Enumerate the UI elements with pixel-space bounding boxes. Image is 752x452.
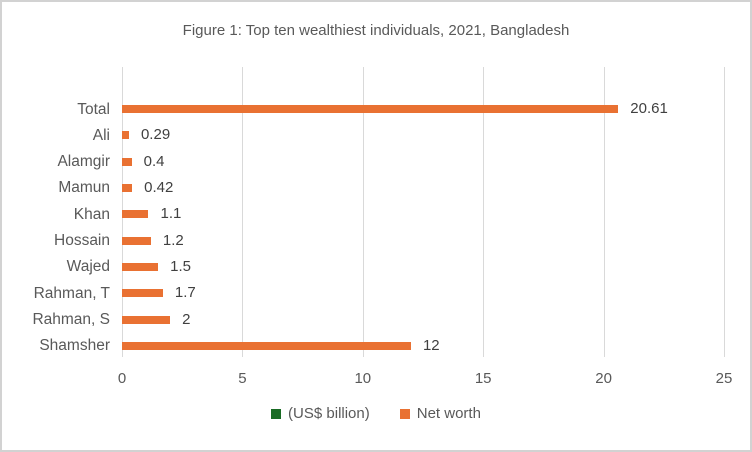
bar-rahman-s [122, 315, 171, 324]
gridline [603, 67, 605, 357]
x-tick-label: 20 [595, 370, 612, 387]
legend-label: (US$ billion) [288, 405, 370, 422]
category-label: Rahman, T [33, 284, 110, 302]
legend-swatch-icon [399, 408, 410, 419]
bar-wajed [122, 262, 159, 271]
category-label: Rahman, S [32, 311, 110, 329]
gridline [724, 67, 725, 357]
legend-label: Net worth [416, 405, 481, 422]
category-label: Khan [73, 205, 110, 223]
bar-alamgir [122, 157, 132, 166]
x-tick-label: 15 [474, 370, 492, 387]
category-label: Alamgir [57, 153, 110, 171]
bar-total [122, 105, 619, 113]
data-label: 2 [182, 310, 191, 328]
legend: (US$ billion) Net worth [2, 405, 750, 422]
bar-rahman-t [122, 289, 163, 298]
gridline [242, 67, 244, 357]
data-label: 20.61 [630, 100, 668, 117]
bar-shamsher [122, 341, 411, 350]
plot-area: 20.61 0.29 0.4 0.42 1.1 1.2 1.5 1.7 2 12 [122, 67, 725, 357]
x-tick-label: 0 [117, 370, 127, 387]
legend-swatch-icon [271, 408, 282, 419]
data-label: 1.2 [162, 231, 184, 249]
x-tick-label: 5 [238, 370, 247, 387]
gridline [362, 67, 364, 357]
data-label: 0.4 [143, 152, 165, 170]
category-label: Wajed [66, 258, 110, 276]
data-label: 0.42 [144, 178, 174, 196]
data-label: 12 [422, 336, 440, 354]
data-label: 1.5 [170, 257, 191, 275]
x-tick-label: 10 [354, 370, 372, 387]
data-label: 1.7 [174, 284, 196, 302]
bar-khan [122, 210, 149, 219]
category-label: Mamun [58, 179, 110, 197]
data-label: 0.29 [140, 126, 171, 144]
data-label: 1.1 [160, 205, 182, 223]
category-label: Ali [92, 126, 110, 144]
legend-item: (US$ billion) [271, 405, 370, 422]
bar-ali [122, 131, 129, 140]
bar-hossain [122, 236, 151, 245]
category-label: Shamsher [39, 337, 110, 355]
x-tick-label: 25 [715, 370, 733, 387]
gridline [483, 67, 485, 357]
category-label: Hossain [54, 232, 110, 250]
bar-mamun [122, 183, 133, 192]
chart-title: Figure 1: Top ten wealthiest individuals… [182, 22, 570, 39]
category-label: Total [77, 100, 110, 118]
legend-item: Net worth [399, 405, 481, 422]
